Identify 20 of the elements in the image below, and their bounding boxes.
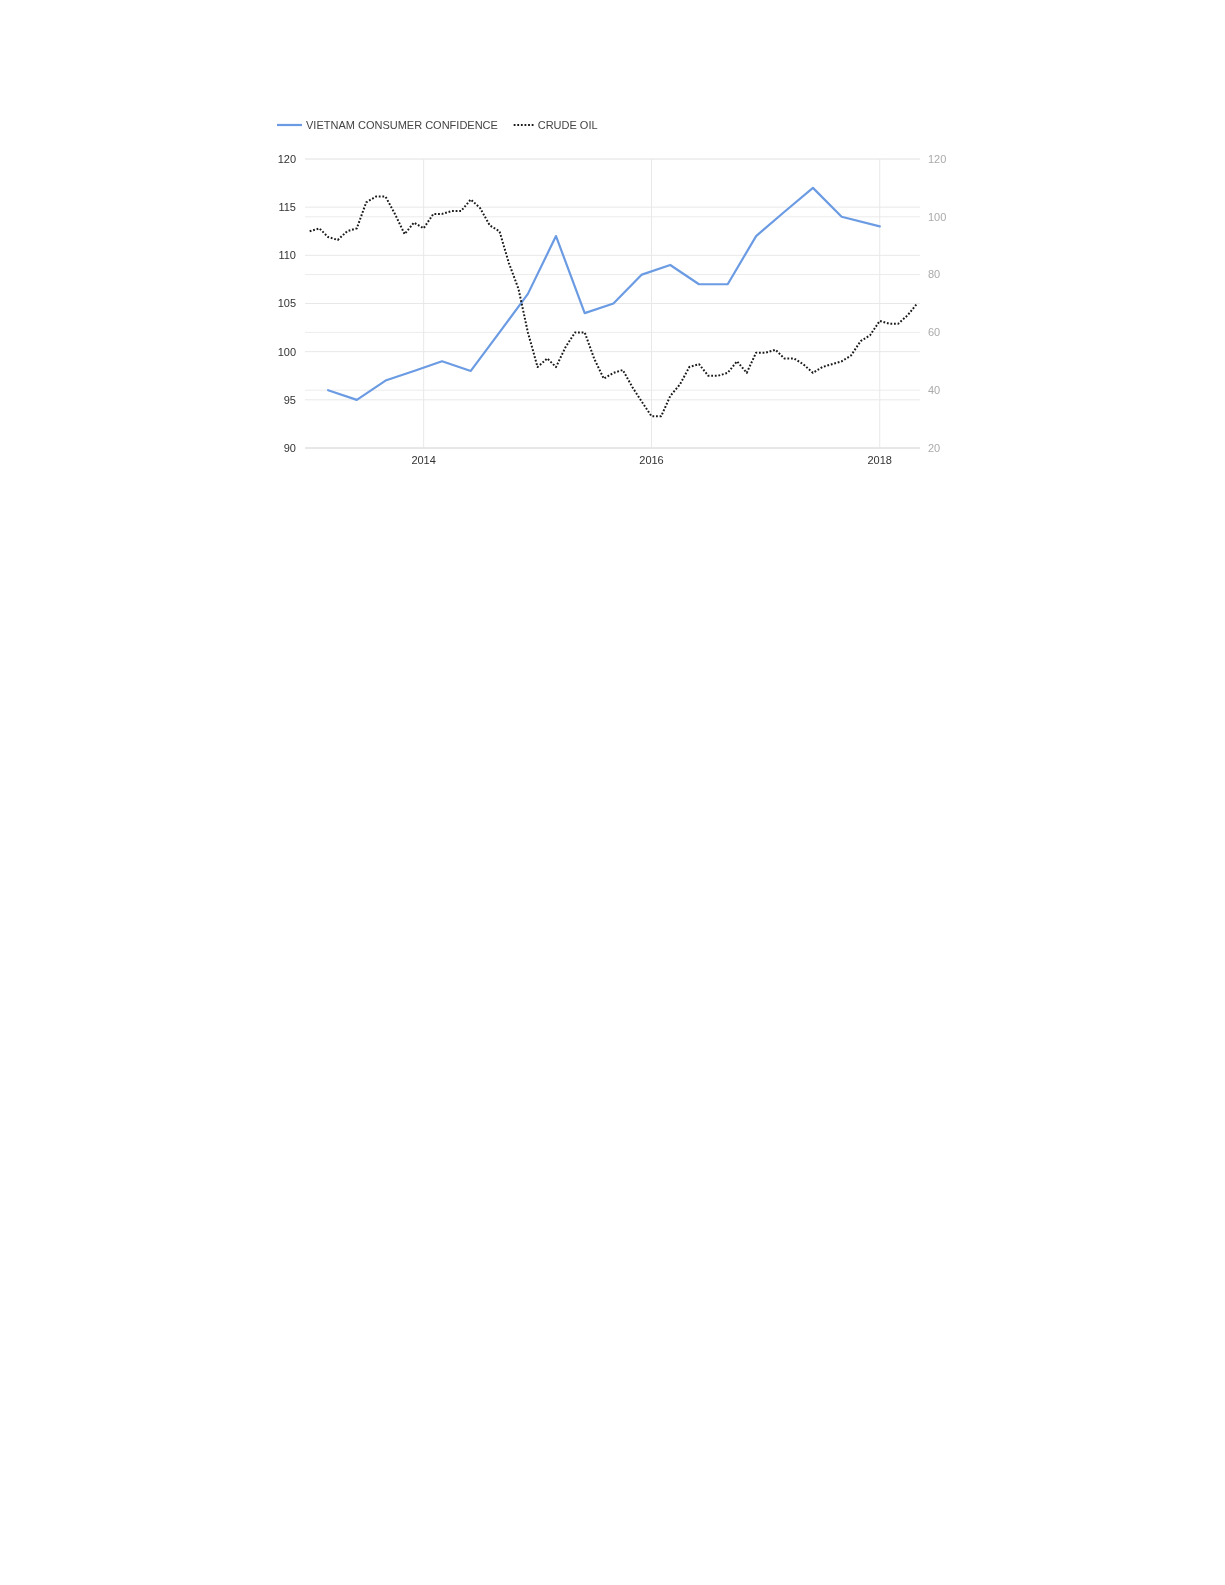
y-tick-label: 105 bbox=[277, 297, 296, 310]
x-tick-label: 2018 bbox=[867, 453, 892, 466]
line-series bbox=[327, 186, 881, 401]
line-series bbox=[308, 195, 919, 418]
y-tick-label: 115 bbox=[278, 201, 296, 214]
legend-label: CRUDE OIL bbox=[537, 118, 598, 131]
y-tick-label: 110 bbox=[278, 249, 296, 262]
x-tick-label: 2016 bbox=[639, 453, 664, 466]
y-tick-label: 120 bbox=[277, 152, 296, 165]
y2-tick-label: 60 bbox=[928, 326, 941, 339]
y2-tick-label: 100 bbox=[928, 210, 947, 223]
y-tick-label: 90 bbox=[283, 441, 296, 454]
y-tick-label: 95 bbox=[283, 393, 296, 406]
legend-label: VIETNAM CONSUMER CONFIDENCE bbox=[306, 118, 498, 131]
y2-tick-label: 20 bbox=[928, 441, 941, 454]
y2-tick-label: 120 bbox=[928, 152, 947, 165]
y2-tick-label: 80 bbox=[928, 268, 941, 281]
x-tick-label: 2014 bbox=[411, 453, 436, 466]
y-tick-label: 100 bbox=[277, 345, 296, 358]
y2-tick-label: 40 bbox=[928, 384, 941, 397]
